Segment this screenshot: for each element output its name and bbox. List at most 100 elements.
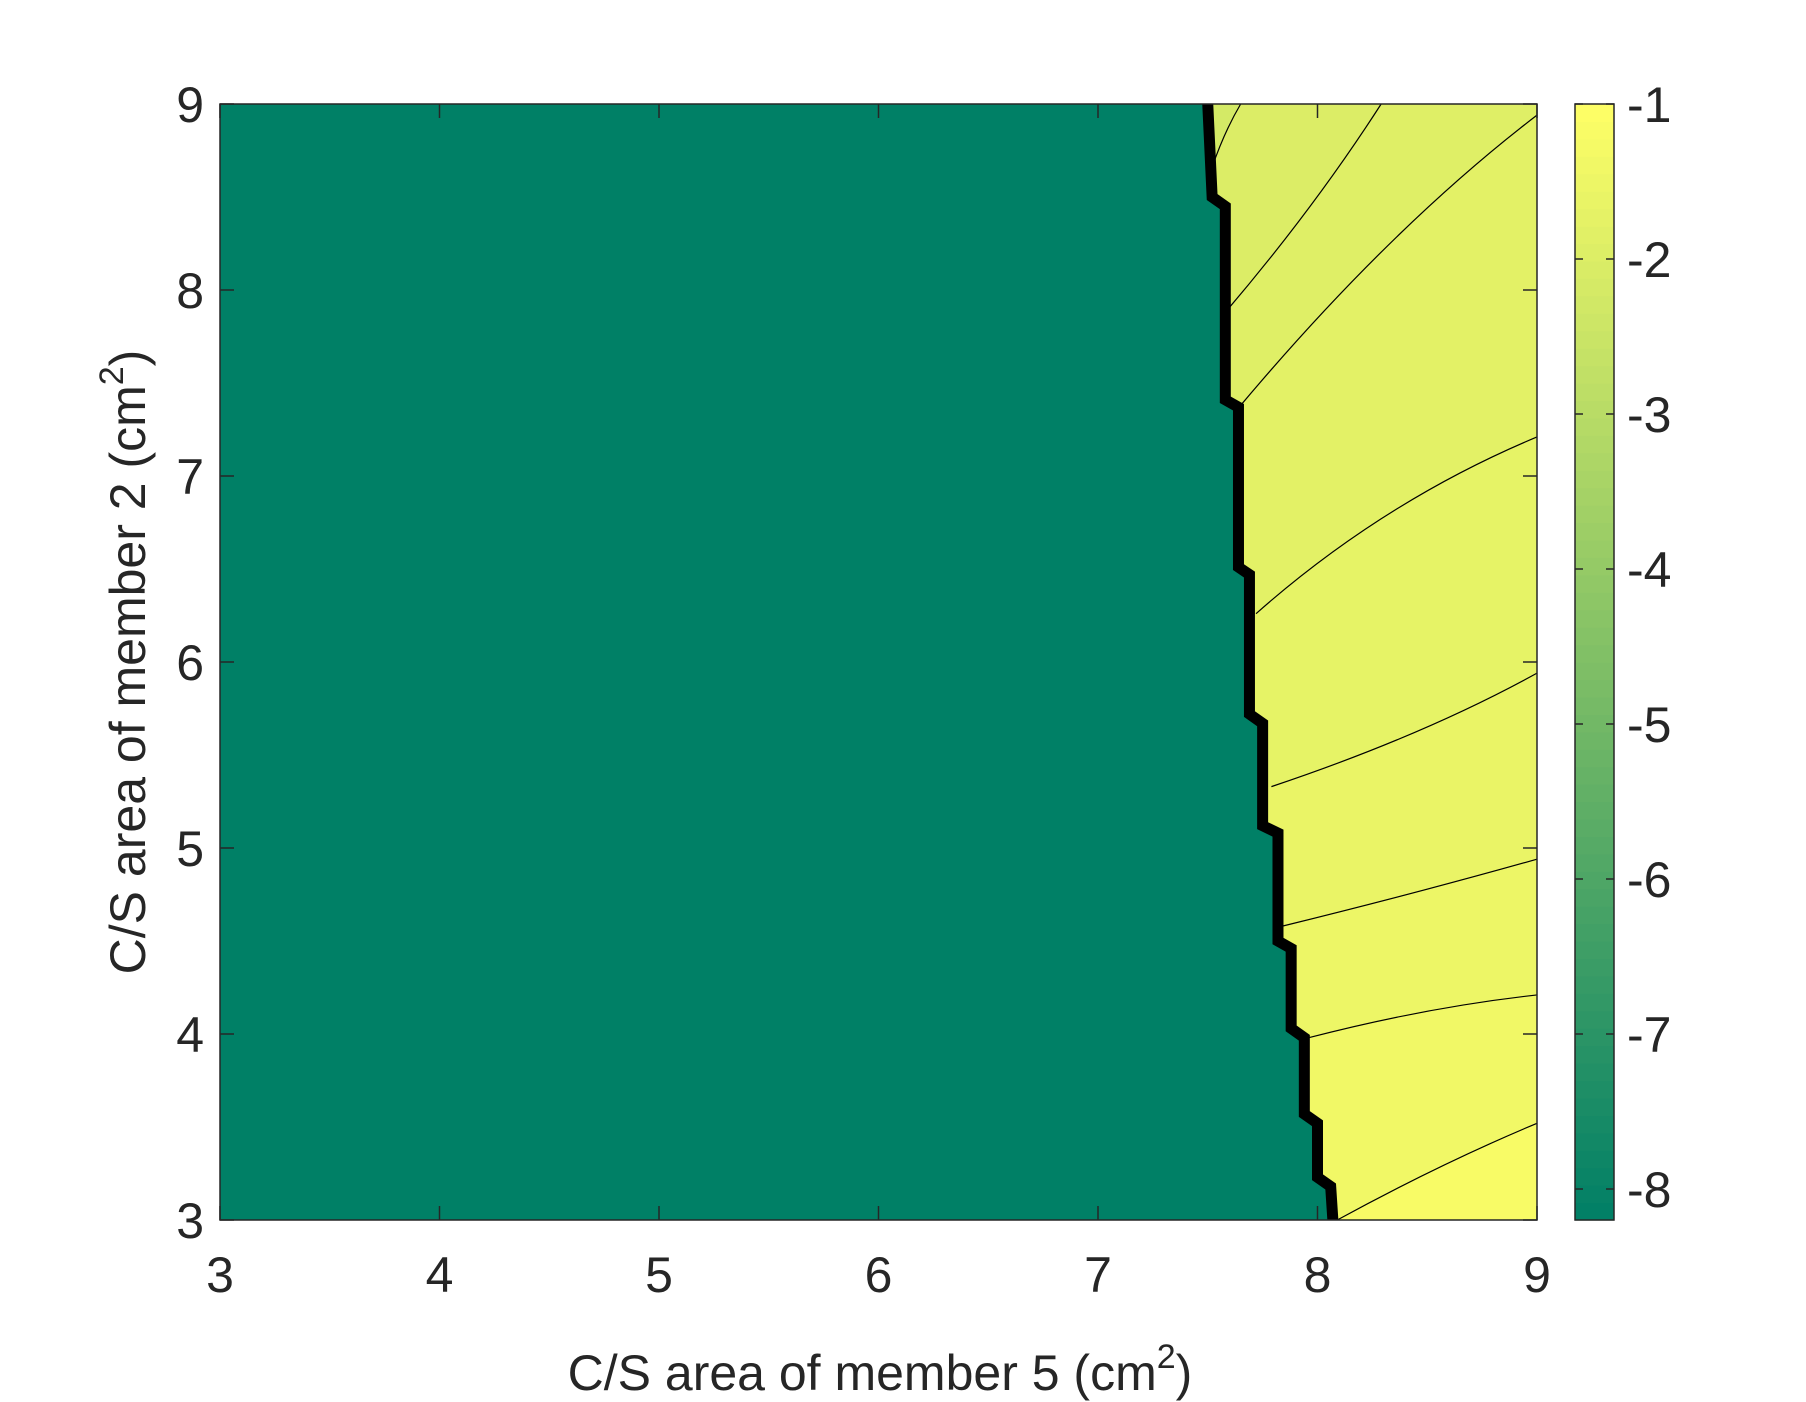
colorbar-segment xyxy=(1575,923,1614,942)
colorbar-segment xyxy=(1575,1063,1614,1082)
bands xyxy=(1207,104,1537,1220)
colorbar-tick-label: -7 xyxy=(1627,1007,1671,1063)
colorbar-segment xyxy=(1575,208,1614,227)
colorbar-segment xyxy=(1575,417,1614,436)
x-tick-label: 8 xyxy=(1304,1247,1332,1303)
colorbar-segment xyxy=(1575,260,1614,279)
ylabel-text: C/S area of member 2 (cm xyxy=(100,385,156,974)
contour-band xyxy=(1207,1123,1537,1220)
colorbar-segment xyxy=(1575,975,1614,994)
colorbar-tick-label: -1 xyxy=(1627,77,1671,133)
colorbar-segment xyxy=(1575,941,1614,960)
y-tick-label: 8 xyxy=(176,263,204,319)
ylabel-superscript: 2 xyxy=(93,366,131,385)
contour-line xyxy=(1240,114,1538,406)
contour-line xyxy=(1308,994,1538,1039)
colorbar-segment xyxy=(1575,766,1614,785)
x-tick-label: 5 xyxy=(645,1247,673,1303)
colorbar-segment xyxy=(1575,592,1614,611)
xlabel-superscript: 2 xyxy=(1157,1338,1176,1376)
colorbar-segment xyxy=(1575,749,1614,768)
colorbar-segment xyxy=(1575,1202,1614,1221)
colorbar-segment xyxy=(1575,539,1614,558)
colorbar-segment xyxy=(1575,1097,1614,1116)
colorbar-segment xyxy=(1575,452,1614,471)
colorbar-segment xyxy=(1575,295,1614,314)
colorbar-segment xyxy=(1575,121,1614,140)
colorbar-segment xyxy=(1575,1185,1614,1204)
feasibility-boundary xyxy=(1202,103,1339,1221)
x-tick-label: 7 xyxy=(1084,1247,1112,1303)
colorbar-segment xyxy=(1575,871,1614,890)
colorbar-segment xyxy=(1575,156,1614,175)
y-tick-label: 5 xyxy=(176,821,204,877)
colorbar-segment xyxy=(1575,365,1614,384)
contour-line xyxy=(1336,1122,1538,1221)
colorbar-segment xyxy=(1575,487,1614,506)
colorbar-segment xyxy=(1575,435,1614,454)
colorbar-segment xyxy=(1575,714,1614,733)
colorbar-segment xyxy=(1575,400,1614,419)
colorbar-segment xyxy=(1575,557,1614,576)
colorbar-segment xyxy=(1575,505,1614,524)
x-tick-label: 4 xyxy=(426,1247,454,1303)
colorbar-segment xyxy=(1575,836,1614,855)
contour-line xyxy=(1271,672,1538,788)
y-tick-label: 7 xyxy=(176,449,204,505)
colorbar-segment xyxy=(1575,1115,1614,1134)
colorbar-segment xyxy=(1575,348,1614,367)
colorbar-box xyxy=(1574,103,1615,1221)
colorbar-segment xyxy=(1575,801,1614,820)
xlabel-text: C/S area of member 5 (cm xyxy=(568,1345,1157,1401)
colorbar-segment xyxy=(1575,888,1614,907)
xlabel: C/S area of member 5 (cm2) xyxy=(568,1338,1193,1401)
colorbar-segment xyxy=(1575,173,1614,192)
colorbar-segment xyxy=(1575,1150,1614,1169)
colorbar-segment xyxy=(1575,731,1614,750)
contour-line xyxy=(1282,858,1538,927)
ylabel: C/S area of member 2 (cm2) xyxy=(93,350,156,975)
colorbar-segment xyxy=(1575,818,1614,837)
colorbar-segment xyxy=(1575,784,1614,803)
y-tick-label: 9 xyxy=(176,77,204,133)
colorbar-segment xyxy=(1575,958,1614,977)
x-tick-label: 3 xyxy=(206,1247,234,1303)
ylabel-suffix: ) xyxy=(100,350,156,367)
colorbar-segment xyxy=(1575,574,1614,593)
colorbar-segment xyxy=(1575,383,1614,402)
colorbar-segment xyxy=(1575,470,1614,489)
colorbar-segment xyxy=(1575,330,1614,349)
colorbar-tick-label: -2 xyxy=(1627,232,1671,288)
colorbar-tick-label: -3 xyxy=(1627,387,1671,443)
colorbar-segment xyxy=(1575,1080,1614,1099)
colorbar-segment xyxy=(1575,609,1614,628)
colorbar-segment xyxy=(1575,662,1614,681)
colorbar-segment xyxy=(1575,1010,1614,1029)
colorbar-tick-label: -6 xyxy=(1627,852,1671,908)
colorbar-segment xyxy=(1575,104,1614,123)
colorbar-segment xyxy=(1575,644,1614,663)
xlabel-suffix: ) xyxy=(1176,1345,1193,1401)
colorbar-segment xyxy=(1575,243,1614,262)
colorbar-segment xyxy=(1575,1028,1614,1047)
colorbar-tick-label: -4 xyxy=(1627,542,1671,598)
colorbar-segment xyxy=(1575,1132,1614,1151)
colorbar-segment xyxy=(1575,906,1614,925)
colorbar-tick-label: -8 xyxy=(1627,1162,1671,1218)
colorbar-segment xyxy=(1575,278,1614,297)
colorbar-segment xyxy=(1575,1167,1614,1186)
colorbar-segment xyxy=(1575,853,1614,872)
colorbar-segment xyxy=(1575,696,1614,715)
colorbar-segment xyxy=(1575,993,1614,1012)
colorbar-segment xyxy=(1575,627,1614,646)
colorbar-tick-label: -5 xyxy=(1627,697,1671,753)
colorbar-segment xyxy=(1575,226,1614,245)
contour-line xyxy=(1224,103,1382,313)
contour-line xyxy=(1255,436,1538,615)
colorbar-segment xyxy=(1575,679,1614,698)
colorbar-segment xyxy=(1575,1045,1614,1064)
y-tick-label: 3 xyxy=(176,1193,204,1249)
x-tick-label: 6 xyxy=(865,1247,893,1303)
y-tick-label: 4 xyxy=(176,1007,204,1063)
